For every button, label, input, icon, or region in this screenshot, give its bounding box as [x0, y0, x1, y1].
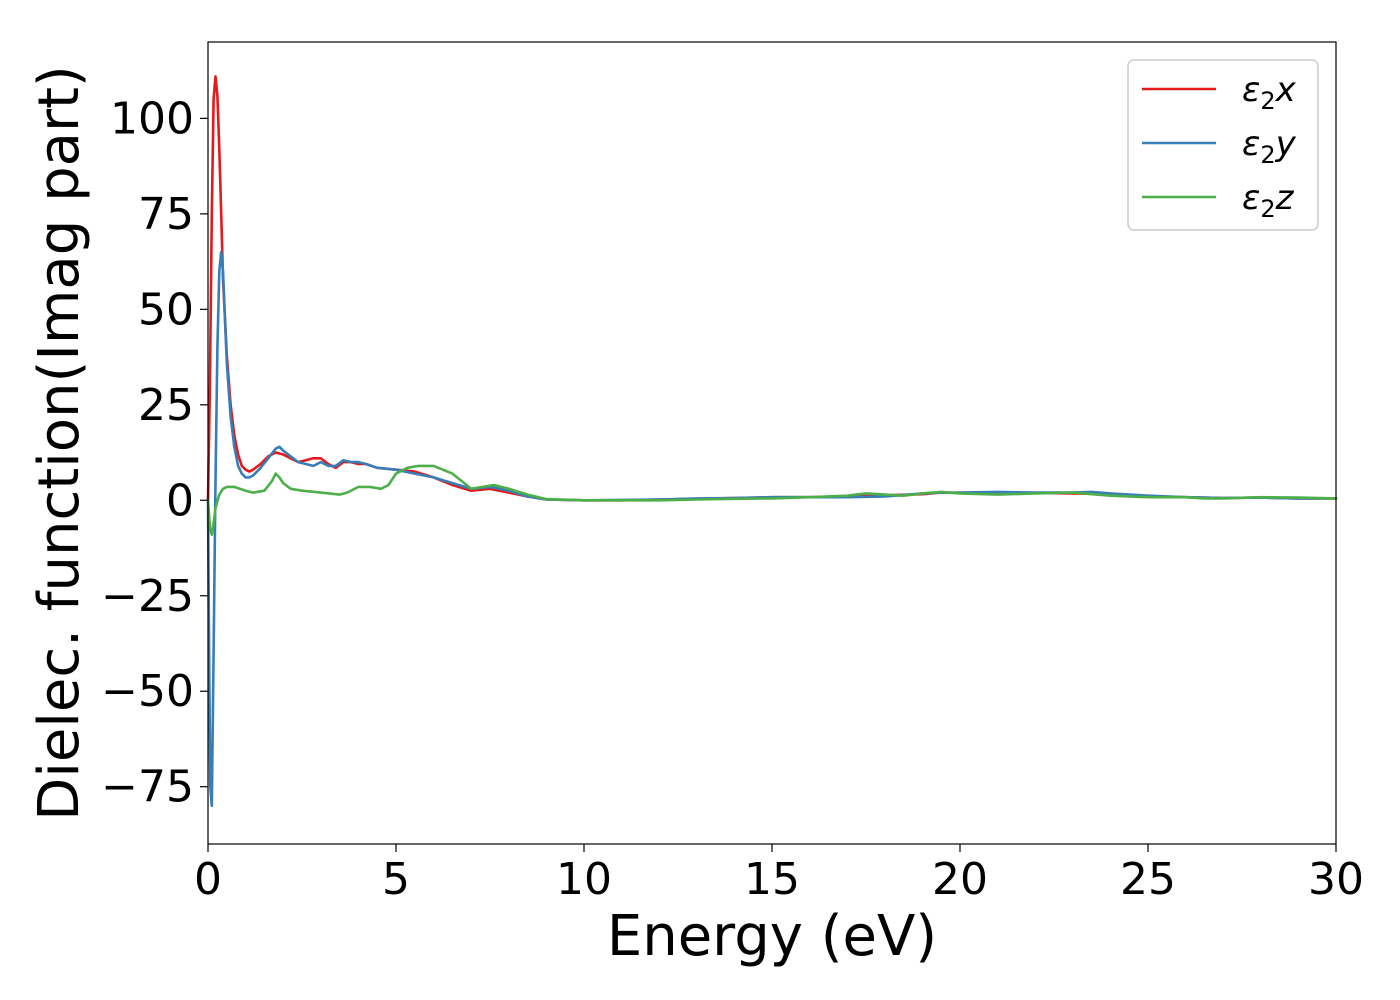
- x-tick-label: 20: [932, 854, 988, 905]
- x-tick-label: 5: [382, 854, 410, 905]
- legend-label-x: ε2x: [1242, 70, 1297, 115]
- y-tick-label: −25: [101, 571, 194, 622]
- legend: ε2x ε2y ε2z: [1127, 59, 1319, 231]
- y-tick-label: 75: [138, 189, 194, 240]
- x-tick-label: 10: [556, 854, 612, 905]
- y-tick-label: −75: [101, 762, 194, 813]
- y-tick-label: 0: [166, 475, 194, 526]
- x-axis-ticks: 0 5 10 15 20 25 30: [194, 844, 1364, 905]
- y-axis-title: Dielec. function(Imag part): [27, 65, 92, 821]
- series-line-z: [206, 464, 1338, 536]
- x-axis-title: Energy (eV): [607, 904, 937, 969]
- x-tick-label: 15: [744, 854, 800, 905]
- x-tick-label: 0: [194, 854, 222, 905]
- x-tick-label: 25: [1120, 854, 1176, 905]
- legend-frame: [1127, 59, 1319, 231]
- y-axis-ticks: −75 −50 −25 0 25 50 75 100: [101, 93, 208, 813]
- x-tick-label: 30: [1308, 854, 1364, 905]
- series-layer: [206, 75, 1338, 808]
- y-tick-label: 50: [138, 284, 194, 335]
- y-tick-label: −50: [101, 666, 194, 717]
- legend-label-z: ε2z: [1242, 178, 1295, 223]
- legend-label-y: ε2y: [1242, 124, 1297, 169]
- y-tick-label: 100: [110, 93, 194, 144]
- y-tick-label: 25: [138, 380, 194, 431]
